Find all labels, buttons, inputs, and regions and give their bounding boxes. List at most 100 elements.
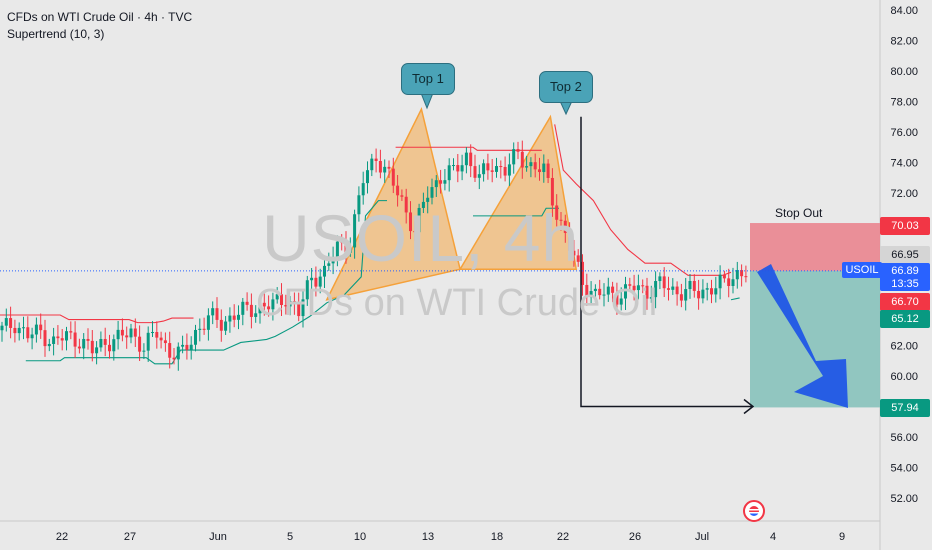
candle-body — [357, 195, 361, 215]
candle-body — [340, 241, 344, 243]
candle-body — [366, 170, 369, 184]
candle-body — [735, 270, 739, 280]
short-position-tool[interactable] — [750, 223, 880, 408]
top1-callout[interactable]: Top 1 — [401, 63, 455, 95]
candle-body — [456, 165, 460, 172]
price-tick-label: 56.00 — [890, 432, 918, 444]
candle-body — [258, 302, 262, 314]
candle-body — [550, 177, 554, 206]
candle-body — [464, 152, 468, 166]
us-flag-icon[interactable] — [743, 500, 765, 522]
candle-body — [237, 314, 240, 320]
candle-body — [327, 263, 331, 266]
name-watermark: CFDs on WTI Crude Oil — [256, 282, 658, 324]
symbol-watermark: USOIL, 4h — [262, 201, 580, 275]
time-tick-label: 22 — [56, 531, 68, 543]
candle-body — [714, 288, 718, 295]
candle-body — [581, 261, 584, 285]
candle-body — [559, 219, 563, 221]
candle-body — [516, 149, 520, 152]
candle-body — [30, 334, 34, 339]
candle-body — [284, 305, 288, 307]
candle-body — [198, 328, 202, 330]
candle-body — [654, 281, 658, 298]
candle-body — [611, 286, 615, 293]
candle-body — [60, 338, 64, 341]
candle-body — [138, 336, 142, 352]
price-tick-label: 82.00 — [890, 36, 918, 48]
candle-body — [482, 163, 486, 175]
breakdown-arrow-line — [580, 116, 753, 408]
candle-body — [241, 301, 245, 315]
price-tick-label: 60.00 — [890, 371, 918, 383]
time-tick-label: 18 — [491, 531, 503, 543]
chart-legend: CFDs on WTI Crude Oil · 4h · TVC Supertr… — [7, 9, 192, 43]
candle-body — [151, 332, 154, 334]
candle-body — [116, 329, 120, 340]
candle-body — [378, 160, 382, 173]
candle-body — [585, 284, 589, 298]
candle-body — [99, 338, 103, 348]
candle-body — [383, 166, 387, 173]
candle-body — [297, 304, 301, 317]
candle-body — [520, 151, 524, 168]
candle-body — [649, 297, 653, 299]
indicator-label[interactable]: Supertrend (10, 3) — [7, 27, 105, 41]
candle-body — [619, 298, 623, 305]
candle-body — [82, 338, 86, 349]
candle-body — [400, 195, 404, 197]
candle-body — [176, 346, 180, 360]
time-tick-label: Jul — [695, 531, 709, 543]
candle-body — [348, 247, 352, 253]
candle-body — [606, 286, 610, 295]
candle-body — [271, 299, 275, 310]
candle-body — [181, 344, 185, 347]
candle-body — [17, 327, 21, 334]
candle-body — [305, 280, 309, 300]
candle-body — [615, 292, 619, 305]
candle-body — [0, 325, 4, 331]
candle-body — [499, 166, 503, 168]
candle-body — [602, 294, 606, 296]
top2-callout[interactable]: Top 2 — [539, 71, 593, 103]
chart-title[interactable]: CFDs on WTI Crude Oil · 4h · TVC — [7, 10, 193, 24]
price-tick-label: 52.00 — [890, 493, 918, 505]
candle-body — [159, 337, 163, 341]
candle-body — [43, 330, 47, 347]
price-tick-label: 62.00 — [890, 341, 918, 353]
candle-body — [645, 285, 649, 299]
candle-body — [26, 327, 30, 339]
candle-body — [314, 277, 318, 287]
candle-body — [538, 169, 541, 173]
candle-body — [370, 158, 374, 171]
time-tick-label: 22 — [557, 531, 569, 543]
candle-body — [697, 290, 701, 299]
candle-body — [108, 344, 111, 352]
candle-body — [576, 255, 580, 262]
candle-body — [727, 278, 731, 287]
candle-body — [52, 336, 56, 344]
candle-body — [361, 183, 365, 196]
candle-body — [56, 336, 60, 339]
high-price-tag: 66.95 — [880, 246, 930, 264]
candle-body — [194, 329, 197, 345]
time-tick-label: 5 — [287, 531, 293, 543]
symbol-tag: USOIL — [842, 262, 882, 278]
candle-body — [353, 214, 357, 248]
candle-body — [679, 294, 683, 301]
price-tick-label: 78.00 — [890, 97, 918, 109]
time-axis[interactable]: 22 27 Jun 5 10 13 18 22 26 Jul 4 9 — [56, 531, 845, 543]
last-price-tag: 66.89 13:35 — [880, 263, 930, 291]
candle-body — [224, 321, 228, 331]
supertrend-price-tag: 65.12 — [880, 310, 930, 328]
candle-body — [469, 152, 473, 167]
candle-body — [512, 149, 516, 165]
candle-body — [701, 289, 705, 299]
candle-body — [185, 344, 189, 350]
candle-body — [641, 285, 645, 287]
candle-body — [129, 328, 133, 338]
time-tick-label: 26 — [629, 531, 641, 543]
candle-body — [163, 340, 167, 344]
candle-body — [628, 284, 632, 286]
candle-body — [142, 350, 146, 352]
